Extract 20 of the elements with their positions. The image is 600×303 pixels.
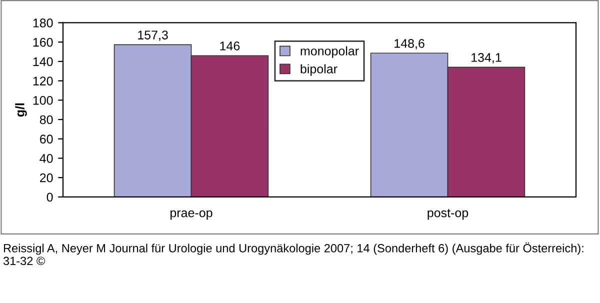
y-tick-label: 140 (33, 57, 53, 66)
y-tick-label: 80 (40, 115, 53, 124)
text: Reissigl A, Neyer M Journal für Urologie und Urogynäkologie 2007; 14 (Sonderheft 6) (Ausgabe für Österreich): 31-32 © (3, 242, 584, 266)
y-tick-label: 20 (40, 173, 53, 182)
y-tick-label: 0 (46, 192, 53, 202)
y-tick-label: 40 (40, 154, 53, 163)
y-tick-label: 100 (33, 96, 53, 105)
data-label: 157,3 (138, 30, 168, 41)
data-label: 134,1 (472, 53, 502, 64)
data-label: 146 (220, 42, 240, 50)
legend-label: bipolar (300, 64, 338, 76)
legend-label: monopolar (300, 46, 359, 58)
y-tick-label: 120 (33, 76, 53, 86)
x-tick-label: prae-op (170, 210, 212, 220)
y-tick-label: 60 (40, 134, 53, 144)
data-label: 148,6 (394, 39, 424, 50)
x-tick-label: post-op (428, 209, 468, 220)
y-tick-label: 180 (33, 18, 53, 28)
y-axis-title: g/l (15, 103, 27, 117)
y-tick-label: 160 (33, 38, 53, 47)
